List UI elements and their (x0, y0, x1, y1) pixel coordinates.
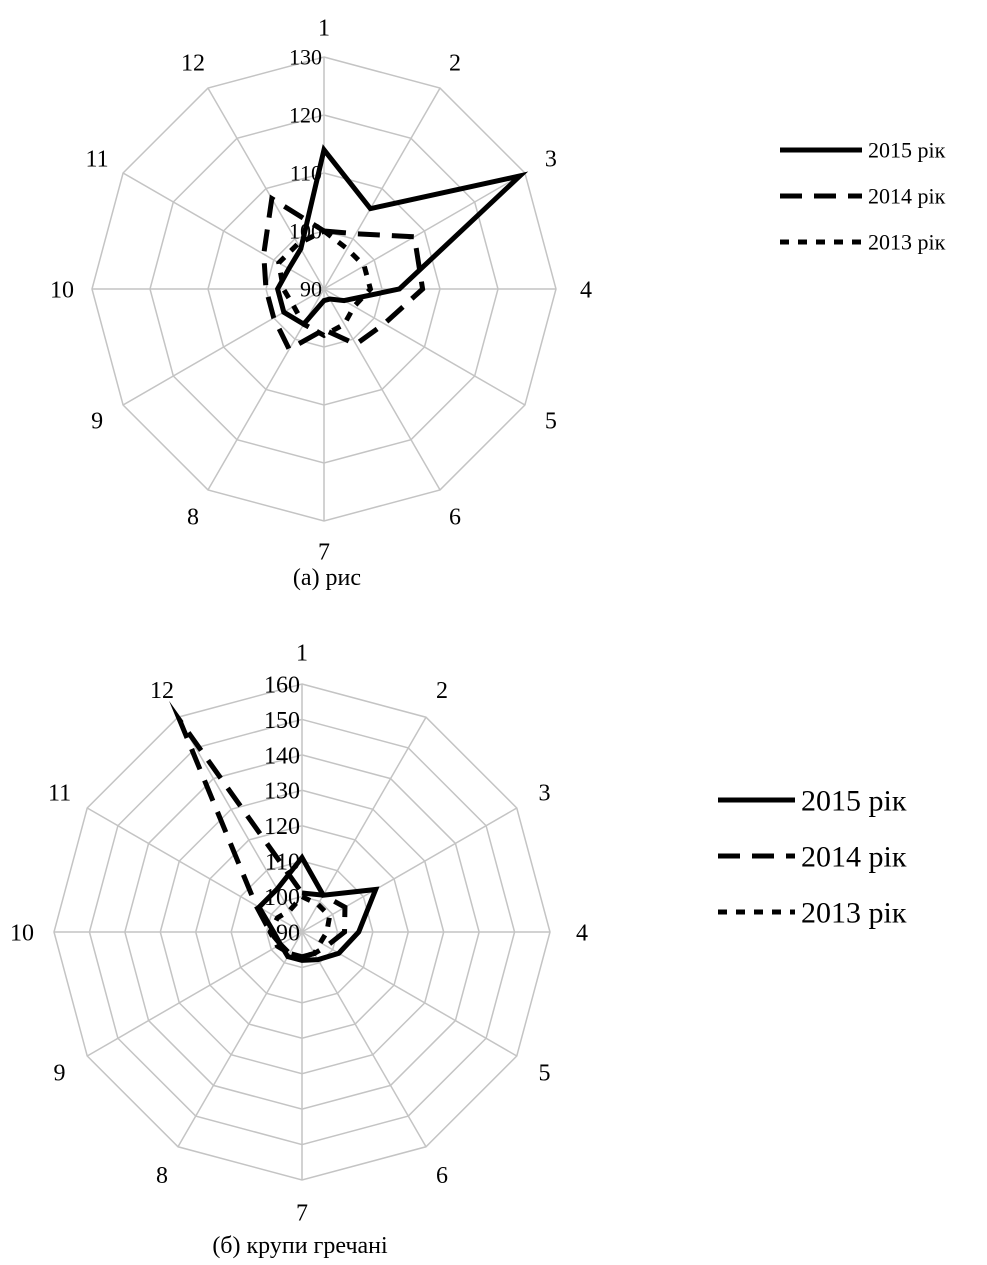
category-label: 4 (580, 277, 592, 303)
chart-caption-buckwheat: (б) крупи гречані (212, 1233, 388, 1259)
series-line-solid (274, 144, 529, 328)
radial-tick-label: 130 (289, 45, 322, 70)
category-label: 3 (538, 780, 550, 806)
axis-spoke (323, 172, 526, 290)
category-label: 6 (436, 1163, 448, 1189)
category-label: 10 (10, 920, 34, 946)
category-label: 11 (48, 780, 71, 806)
category-label: 4 (576, 920, 588, 946)
radial-tick-label: 90 (300, 277, 322, 302)
category-label: 9 (91, 408, 103, 434)
category-label: 2 (449, 51, 461, 77)
category-label: 3 (545, 146, 557, 172)
category-label: 6 (449, 504, 461, 530)
axis-spoke (323, 288, 526, 406)
axis-spoke (86, 807, 303, 933)
axis-spoke (122, 288, 325, 406)
category-label: 2 (436, 678, 448, 704)
category-label: 8 (156, 1163, 168, 1189)
legend-label: 2013 рік (868, 230, 946, 255)
radial-tick-label: 140 (264, 743, 300, 769)
radial-tick-label: 130 (264, 779, 300, 805)
radial-tick-label: 120 (289, 103, 322, 128)
radial-tick-label: 120 (264, 814, 300, 840)
legend-label: 2015 рік (801, 785, 907, 818)
legend-label: 2015 рік (868, 138, 946, 163)
legend-buckwheat: 2015 рік 2014 рік 2013 рік (718, 785, 907, 930)
category-label: 1 (296, 640, 308, 666)
legend-label: 2014 рік (868, 184, 946, 209)
legend-label: 2013 рік (801, 897, 907, 930)
axis-spoke (177, 716, 303, 933)
series-line-dotted (276, 228, 374, 339)
category-label: 9 (54, 1060, 66, 1086)
radial-tick-label: 110 (265, 850, 300, 876)
axis-spoke (301, 931, 427, 1148)
axis-spoke (323, 87, 441, 290)
category-label: 5 (545, 408, 557, 434)
series-line-solid (255, 853, 380, 963)
legend-label: 2014 рік (801, 841, 907, 874)
series-line-dashed (169, 700, 348, 960)
axis-spoke (86, 931, 303, 1057)
axis-spoke (177, 931, 303, 1148)
radial-tick-label: 160 (264, 672, 300, 698)
category-label: 7 (296, 1200, 308, 1226)
chart-caption-rice: (а) рис (293, 565, 361, 591)
axis-spoke (207, 87, 325, 290)
category-label: 12 (150, 678, 174, 704)
category-label: 7 (318, 539, 330, 565)
radial-tick-label: 150 (264, 708, 300, 734)
category-label: 8 (187, 504, 199, 530)
series-line-dotted (267, 893, 333, 960)
category-label: 1 (318, 15, 330, 41)
axis-spoke (323, 288, 441, 491)
axis-spoke (301, 807, 518, 933)
category-label: 11 (86, 146, 109, 172)
legend-rice: 2015 рік 2014 рік 2013 рік (780, 138, 946, 255)
category-label: 12 (181, 51, 205, 77)
category-label: 10 (50, 277, 74, 303)
category-label: 5 (538, 1060, 550, 1086)
